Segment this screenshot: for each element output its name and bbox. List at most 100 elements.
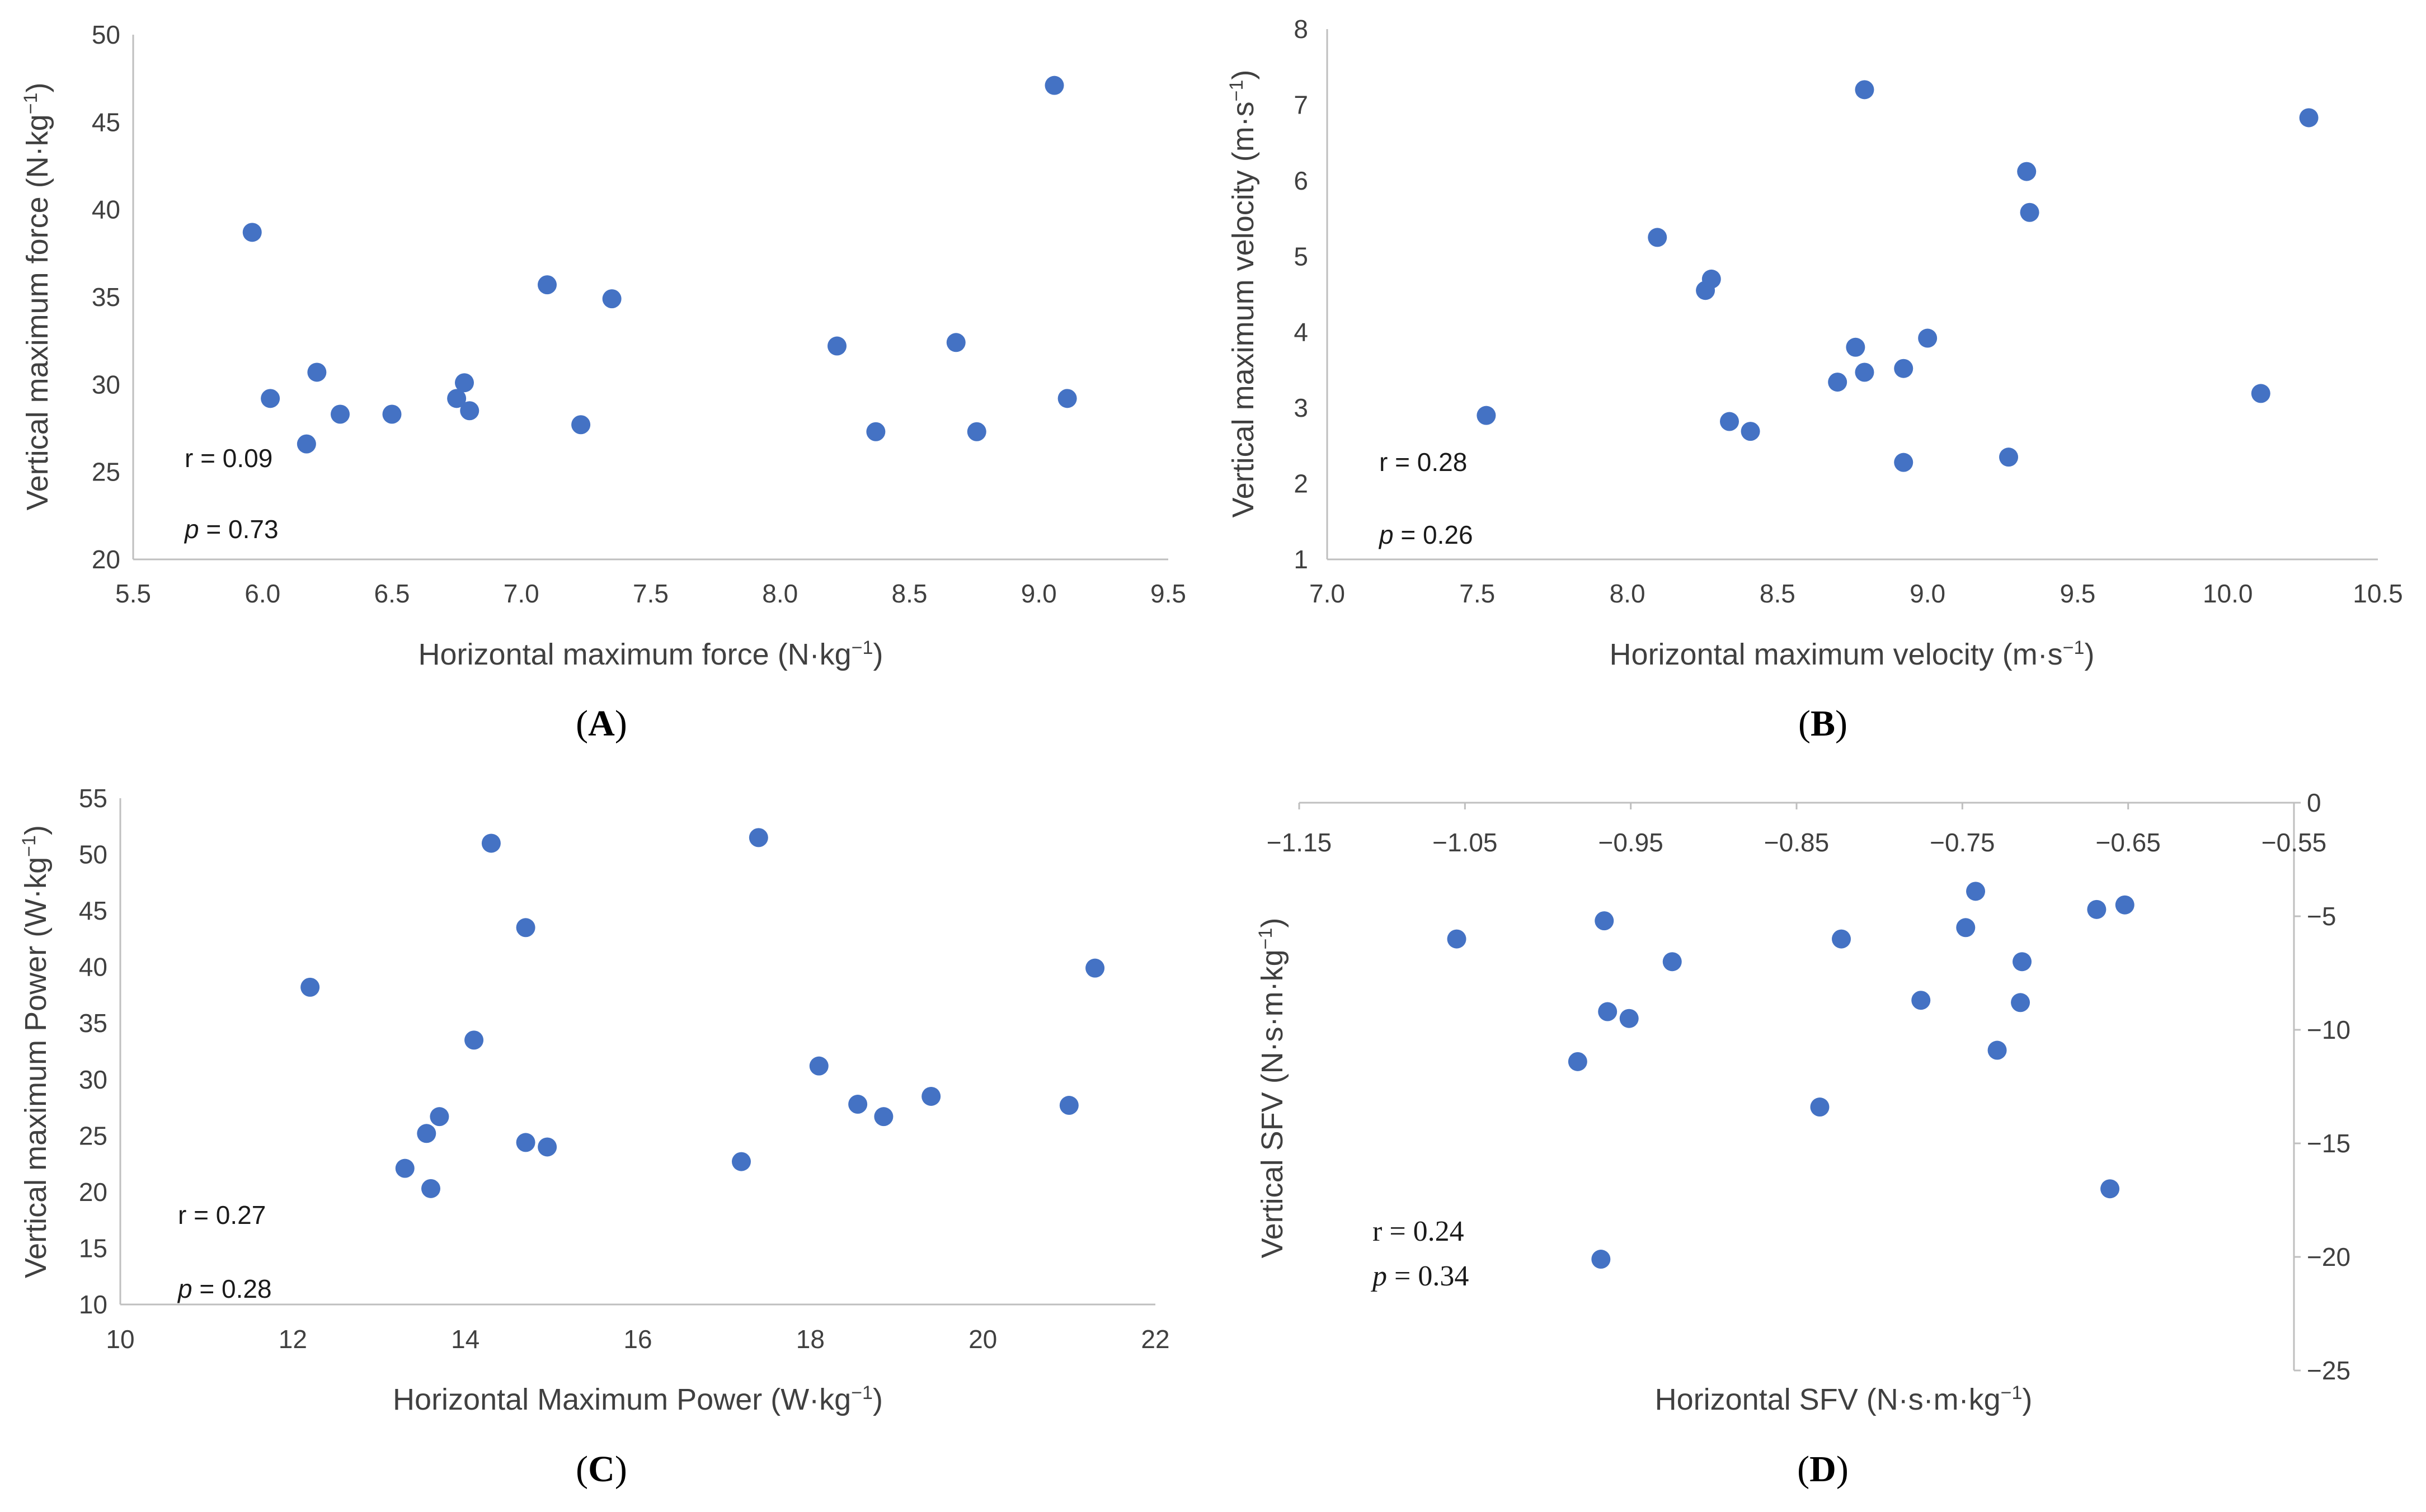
y-tick-label: −10 bbox=[2307, 1015, 2350, 1044]
x-tick-label: 7.0 bbox=[504, 579, 539, 608]
data-points bbox=[1477, 80, 2319, 472]
data-point bbox=[460, 401, 479, 421]
data-point bbox=[1918, 328, 1938, 348]
x-tick-labels: −1.15 −1.05 −0.95 −0.85 −0.75 −0.65 −0.55 bbox=[1267, 803, 2326, 857]
y-tick-label: 30 bbox=[79, 1065, 107, 1094]
data-point bbox=[417, 1124, 436, 1143]
x-tick-label: 5.5 bbox=[115, 579, 151, 608]
x-tick-label: −0.95 bbox=[1598, 828, 1663, 857]
data-point bbox=[516, 1133, 535, 1152]
x-tick-label: 6.5 bbox=[374, 579, 410, 608]
data-point bbox=[571, 415, 591, 435]
data-point bbox=[1595, 911, 1614, 931]
y-tick-label: 7 bbox=[1294, 90, 1308, 119]
y-tick-label: 8 bbox=[1294, 15, 1308, 44]
x-tick-label: 16 bbox=[623, 1325, 652, 1354]
data-point bbox=[1855, 80, 1874, 100]
data-point bbox=[809, 1056, 829, 1076]
y-tick-label: 3 bbox=[1294, 393, 1308, 422]
x-tick-label: 9.0 bbox=[1910, 579, 1945, 608]
data-point bbox=[1591, 1250, 1611, 1269]
data-point bbox=[2115, 895, 2134, 915]
r-annotation: r = 0.24 bbox=[1372, 1216, 1464, 1247]
y-tick-label: 50 bbox=[92, 20, 120, 49]
x-tick-label: 8.5 bbox=[1760, 579, 1795, 608]
y-tick-label: 20 bbox=[79, 1177, 107, 1207]
data-point bbox=[242, 223, 262, 242]
data-point bbox=[382, 404, 402, 424]
x-tick-label: −0.65 bbox=[2095, 828, 2160, 857]
y-tick-label: 20 bbox=[92, 545, 120, 574]
data-point bbox=[447, 389, 467, 408]
y-tick-labels: 10 15 20 25 30 35 40 45 50 55 bbox=[79, 784, 107, 1319]
data-point bbox=[602, 289, 622, 309]
x-axis-title: Horizontal maximum force (N·kg−1) bbox=[419, 637, 883, 671]
x-tick-label: 9.5 bbox=[1150, 579, 1186, 608]
data-point bbox=[1894, 453, 1913, 472]
y-tick-label: 30 bbox=[92, 370, 120, 399]
data-point bbox=[2100, 1179, 2120, 1199]
data-point bbox=[307, 362, 327, 382]
y-axis-title: Vertical maximum force (N·kg−1) bbox=[20, 83, 54, 511]
data-point bbox=[297, 434, 316, 454]
y-tick-label: 55 bbox=[79, 784, 107, 813]
data-point bbox=[261, 389, 280, 408]
data-point bbox=[481, 833, 501, 853]
p-annotation: p = 0.34 bbox=[1370, 1260, 1469, 1292]
data-points bbox=[300, 828, 1105, 1198]
r-annotation: r = 0.27 bbox=[178, 1200, 266, 1230]
x-tick-label: 7.5 bbox=[633, 579, 669, 608]
data-point bbox=[732, 1152, 751, 1171]
data-point bbox=[2251, 384, 2270, 403]
x-tick-label: 22 bbox=[1141, 1325, 1169, 1354]
y-tick-labels: 20 25 30 35 40 45 50 bbox=[92, 20, 120, 574]
y-tick-label: 40 bbox=[79, 953, 107, 982]
y-tick-label: 25 bbox=[79, 1121, 107, 1150]
y-tick-label: 45 bbox=[92, 107, 120, 136]
x-tick-label: 9.5 bbox=[2060, 579, 2095, 608]
data-point bbox=[946, 333, 966, 352]
y-axis-title: Vertical maximum velocity (m·s−1) bbox=[1226, 70, 1260, 518]
x-tick-label: 8.0 bbox=[1610, 579, 1645, 608]
data-point bbox=[1619, 1009, 1639, 1028]
y-tick-label: 50 bbox=[79, 840, 107, 869]
chart-a: 5.5 6.0 6.5 7.0 7.5 8.0 8.5 9.0 9.5 20 25 30 35 40 45… bbox=[20, 20, 1186, 744]
x-tick-label: 8.5 bbox=[892, 579, 928, 608]
r-annotation: r = 0.28 bbox=[1379, 448, 1467, 477]
y-tick-label: 45 bbox=[79, 896, 107, 925]
x-tick-label: −1.15 bbox=[1267, 828, 1332, 857]
y-tick-label: 6 bbox=[1294, 166, 1308, 195]
x-tick-label: 7.0 bbox=[1309, 579, 1345, 608]
data-point bbox=[1987, 1040, 2007, 1060]
x-tick-labels: 5.5 6.0 6.5 7.0 7.5 8.0 8.5 9.0 9.5 bbox=[115, 579, 1186, 608]
data-point bbox=[1894, 359, 1913, 378]
x-tick-label: 12 bbox=[279, 1325, 307, 1354]
data-point bbox=[516, 918, 535, 938]
data-point bbox=[300, 977, 320, 997]
x-tick-label: 7.5 bbox=[1459, 579, 1495, 608]
x-tick-label: −1.05 bbox=[1432, 828, 1497, 857]
panel-label: (A) bbox=[576, 703, 627, 744]
data-point bbox=[1568, 1052, 1587, 1071]
x-tick-label: 10 bbox=[106, 1325, 134, 1354]
y-tick-label: 4 bbox=[1294, 318, 1308, 347]
x-tick-label: 9.0 bbox=[1021, 579, 1057, 608]
data-point bbox=[1999, 448, 2019, 467]
x-tick-labels: 10 12 14 16 18 20 22 bbox=[106, 1325, 1169, 1354]
x-tick-label: 6.0 bbox=[245, 579, 280, 608]
y-tick-label: −5 bbox=[2307, 902, 2336, 931]
data-point bbox=[2087, 899, 2107, 919]
data-point bbox=[1855, 362, 1874, 382]
data-point bbox=[1720, 412, 1739, 431]
data-point bbox=[1966, 882, 1986, 901]
data-point bbox=[1828, 373, 1847, 392]
x-axis-title: Horizontal SFV (N·s·m·kg−1) bbox=[1655, 1382, 2033, 1416]
y-tick-label: 1 bbox=[1294, 545, 1308, 574]
y-tick-label: 35 bbox=[79, 1009, 107, 1038]
y-axis-title: Vertical maximum Power (W·kg−1) bbox=[18, 825, 53, 1278]
x-tick-label: 14 bbox=[451, 1325, 479, 1354]
y-tick-label: −15 bbox=[2307, 1129, 2350, 1158]
x-tick-label: 10.0 bbox=[2203, 579, 2253, 608]
data-point bbox=[1057, 389, 1077, 408]
